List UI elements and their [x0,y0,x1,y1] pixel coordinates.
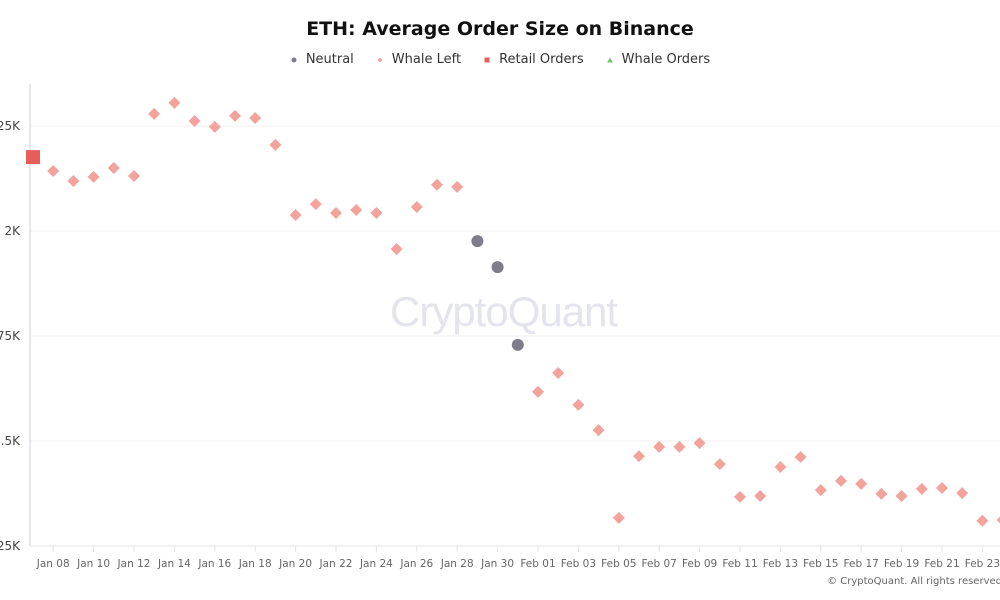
y-tick-label: 1.75K [0,329,21,343]
whale-left-point [410,201,423,214]
triangle-marker-icon [606,57,613,62]
x-tick-label: Feb 01 [520,558,555,570]
whale-left-point [128,169,140,182]
whale-left-point [976,514,989,527]
whale-left-point [855,477,868,490]
whale-left-point [936,482,948,495]
whale-left-point [67,175,80,188]
x-tick-label: Feb 11 [722,558,757,570]
whale-left-point [87,170,100,183]
whale-left-point [107,162,120,174]
x-tick-label: Feb 21 [924,558,959,570]
circle-marker-icon [291,57,297,62]
whale-left-point [996,516,1000,524]
whale-left-point [633,450,645,463]
x-tick-label: Jan 18 [238,558,272,570]
whale-left-point [168,96,181,109]
y-tick-label: 1.5K [0,434,21,448]
neutral-point [471,235,484,248]
x-tick-label: Jan 16 [197,558,231,570]
whale-left-point [249,112,262,125]
whale-left-point [754,490,767,503]
x-tick-label: Jan 30 [480,558,514,570]
whale-left-point [330,206,342,219]
whale-left-point [835,474,847,487]
x-tick-label: Jan 12 [117,558,151,570]
whale-left-point [47,164,60,177]
whale-left-point [794,450,807,463]
whale-left-point [390,243,403,256]
whale-left-point [370,206,383,219]
chart-title: ETH: Average Order Size on Binance [306,18,694,40]
legend-item-retail-orders[interactable]: Retail Orders [483,52,584,67]
x-tick-label: Feb 15 [803,558,838,570]
whale-left-point [269,138,282,151]
square-marker-icon [484,57,490,62]
x-tick-label: Feb 09 [682,558,717,570]
whale-left-point [229,109,241,122]
whale-left-point [532,385,544,398]
y-tick-label: 2K [4,224,21,238]
neutral-point [511,338,524,351]
whale-left-point [208,120,221,133]
x-tick-label: Feb 13 [763,558,798,570]
whale-left-point [148,107,161,120]
x-tick-label: Feb 23 [965,558,1000,570]
copyright-credit: © CryptoQuant. All rights reserved [827,576,1000,587]
whale-left-point [309,198,322,211]
whale-left-point [552,366,565,379]
legend-label: Retail Orders [499,52,584,67]
x-tick-label: Feb 19 [884,558,919,570]
x-tick-label: Feb 03 [561,558,596,570]
whale-left-point [572,398,585,411]
whale-left-point [653,440,666,453]
whale-left-point [774,461,787,474]
x-tick-label: Feb 17 [844,558,879,570]
retail-orders-point [26,150,40,165]
x-tick-label: Jan 10 [76,558,110,570]
whale-left-point [895,490,908,503]
whale-left-point [612,511,625,524]
x-tick-label: Jan 20 [278,558,312,570]
neutral-point [491,261,504,274]
y-tick-label: 2.25K [0,119,21,133]
whale-left-point [814,484,827,497]
whale-left-point [289,209,302,222]
whale-left-point [875,487,888,500]
whale-left-point [734,490,746,503]
whale-left-point [713,458,726,471]
legend-label: Whale Left [391,52,462,67]
x-tick-label: Jan 22 [319,558,353,570]
whale-left-point [350,204,363,216]
legend: Neutral Whale Left Retail Orders Whale O… [0,52,1000,67]
whale-left-point [592,424,605,437]
legend-label: Neutral [305,52,354,67]
legend-item-whale-left[interactable]: Whale Left [376,52,461,67]
whale-left-point [431,178,443,191]
x-tick-label: Jan 14 [157,558,191,570]
x-tick-label: Feb 07 [642,558,677,570]
legend-label: Whale Orders [621,52,711,67]
whale-left-point [673,440,686,453]
whale-left-point [693,437,706,450]
whale-left-point [451,180,464,193]
legend-item-whale-orders[interactable]: Whale Orders [606,52,711,67]
x-tick-label: Jan 28 [440,558,474,570]
whale-left-point [915,482,928,495]
whale-left-point [188,114,201,127]
legend-item-neutral[interactable]: Neutral [290,52,354,67]
x-tick-label: Jan 08 [36,558,70,570]
diamond-marker-icon [377,57,383,62]
whale-left-point [956,487,969,500]
x-tick-label: Jan 26 [399,558,433,570]
y-tick-label: 1.25K [0,539,21,553]
watermark: CryptoQuant [390,288,618,335]
x-tick-label: Jan 24 [359,558,393,570]
x-tick-label: Feb 05 [601,558,636,570]
